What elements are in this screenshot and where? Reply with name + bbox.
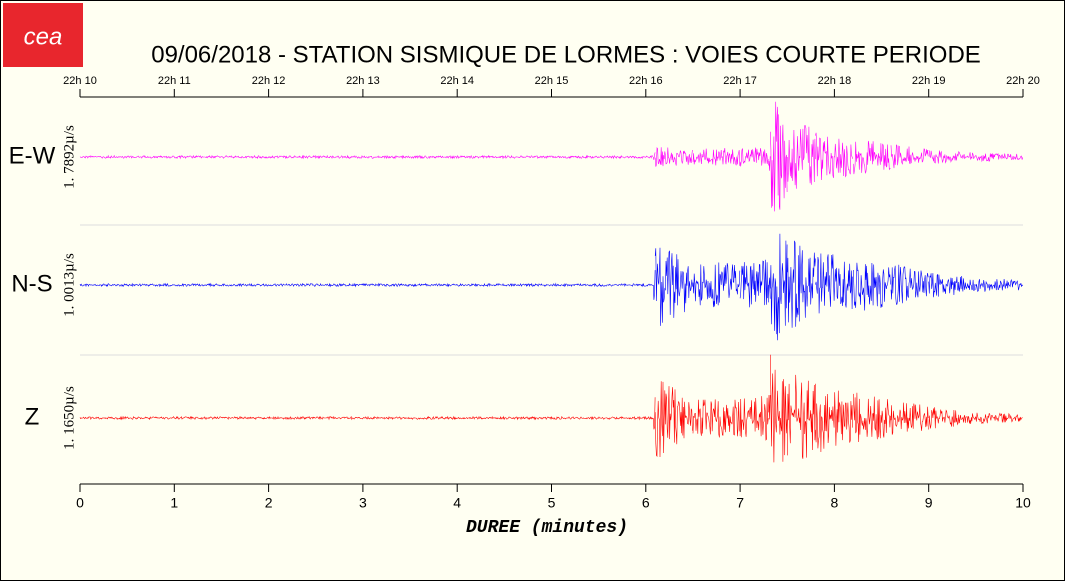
x-tick-label: 3 bbox=[359, 495, 367, 511]
waveform bbox=[815, 390, 853, 453]
logo: cea bbox=[24, 23, 63, 50]
waveform bbox=[654, 147, 693, 167]
x-tick-label: 5 bbox=[548, 495, 556, 511]
top-tick-label: 22h 15 bbox=[535, 75, 569, 87]
waveform bbox=[815, 132, 853, 181]
waveform bbox=[890, 402, 929, 435]
waveform bbox=[654, 247, 693, 326]
waveform bbox=[79, 154, 654, 160]
waveform bbox=[768, 394, 771, 420]
top-tick-label: 22h 13 bbox=[346, 75, 380, 87]
waveform bbox=[770, 354, 788, 463]
waveform bbox=[928, 273, 976, 298]
waveform bbox=[653, 397, 656, 430]
waveform bbox=[928, 407, 976, 430]
waveform bbox=[890, 264, 929, 305]
x-axis-label: DUREE (minutes) bbox=[466, 518, 628, 538]
waveform bbox=[653, 270, 656, 300]
x-tick-label: 10 bbox=[1015, 495, 1031, 511]
x-tick-label: 2 bbox=[265, 495, 273, 511]
waveform bbox=[739, 259, 769, 308]
waveform bbox=[692, 399, 741, 438]
waveform bbox=[787, 240, 816, 328]
waveform bbox=[79, 282, 654, 288]
waveform bbox=[692, 262, 741, 308]
waveform bbox=[692, 147, 741, 166]
top-tick-label: 22h 16 bbox=[629, 75, 663, 87]
x-tick-label: 7 bbox=[736, 495, 744, 511]
waveform bbox=[79, 415, 654, 421]
waveform bbox=[928, 150, 976, 164]
waveform bbox=[768, 277, 771, 303]
top-tick-label: 22h 14 bbox=[440, 75, 474, 87]
channel-scale: 1. 0013µ/s bbox=[61, 253, 77, 317]
x-tick-label: 6 bbox=[642, 495, 650, 511]
chart-title: 09/06/2018 - STATION SISMIQUE DE LORMES … bbox=[151, 41, 981, 68]
channel-scale: 1. 7892µ/s bbox=[61, 125, 77, 189]
waveform bbox=[770, 233, 788, 341]
waveform bbox=[853, 392, 891, 443]
waveform bbox=[768, 156, 771, 171]
x-tick-label: 1 bbox=[170, 495, 178, 511]
waveform bbox=[787, 125, 816, 189]
channel-label: Z bbox=[25, 403, 40, 430]
waveform bbox=[815, 253, 853, 314]
waveform bbox=[975, 153, 1023, 163]
waveform bbox=[975, 412, 1023, 424]
waveform bbox=[853, 140, 891, 175]
top-tick-label: 22h 10 bbox=[63, 75, 97, 87]
waveform bbox=[975, 278, 1023, 292]
x-tick-label: 8 bbox=[831, 495, 839, 511]
waveform bbox=[739, 396, 769, 441]
x-tick-label: 9 bbox=[925, 495, 933, 511]
x-tick-label: 0 bbox=[76, 495, 84, 511]
waveform bbox=[890, 144, 929, 169]
x-tick-label: 4 bbox=[453, 495, 461, 511]
logo-box bbox=[3, 3, 83, 67]
channel-label: E-W bbox=[9, 142, 56, 169]
channel-scale: 1. 1650µ/s bbox=[61, 386, 77, 450]
waveform bbox=[654, 381, 693, 458]
waveform bbox=[770, 101, 788, 212]
channel-label: N-S bbox=[11, 270, 52, 297]
top-tick-label: 22h 18 bbox=[818, 75, 852, 87]
waveform bbox=[787, 374, 816, 459]
top-tick-label: 22h 11 bbox=[158, 75, 191, 87]
waveform bbox=[853, 262, 891, 311]
top-tick-label: 22h 12 bbox=[252, 75, 286, 87]
top-tick-label: 22h 17 bbox=[723, 75, 757, 87]
top-tick-label: 22h 19 bbox=[912, 75, 946, 87]
waveform bbox=[653, 152, 656, 160]
waveform bbox=[739, 147, 769, 167]
top-tick-label: 22h 20 bbox=[1006, 75, 1040, 87]
